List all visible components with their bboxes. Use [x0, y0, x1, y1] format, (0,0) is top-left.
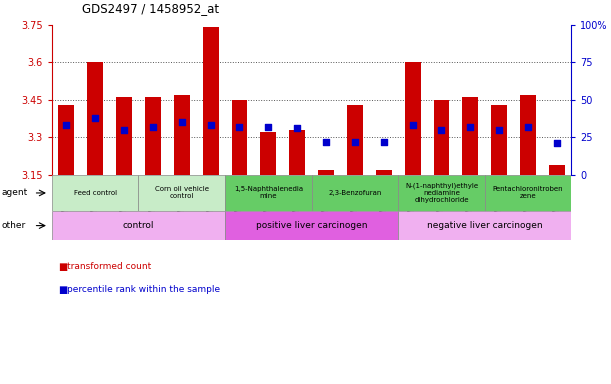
Bar — [59, 105, 75, 175]
Bar — [347, 105, 363, 175]
Point — [437, 127, 447, 133]
Bar — [87, 62, 103, 175]
Bar — [52, 175, 139, 211]
Bar — [203, 27, 219, 175]
Bar — [139, 175, 225, 211]
Point — [206, 122, 216, 128]
Text: other: other — [1, 221, 26, 230]
Bar — [174, 95, 189, 175]
Text: control: control — [123, 221, 154, 230]
Bar — [318, 170, 334, 175]
Point — [466, 124, 475, 130]
Bar — [289, 130, 305, 175]
Text: Pentachloronitroben
zene: Pentachloronitroben zene — [492, 187, 563, 199]
Bar — [491, 105, 507, 175]
Point — [350, 139, 360, 145]
Point — [379, 139, 389, 145]
Bar — [312, 175, 398, 211]
Text: GDS2497 / 1458952_at: GDS2497 / 1458952_at — [82, 2, 219, 15]
Bar — [549, 165, 565, 175]
Bar — [260, 132, 276, 175]
Bar — [116, 97, 132, 175]
Text: transformed count: transformed count — [67, 262, 152, 271]
Text: 1,5-Naphthalenedia
mine: 1,5-Naphthalenedia mine — [234, 187, 303, 199]
Text: 2,3-Benzofuran: 2,3-Benzofuran — [328, 190, 382, 196]
Point — [552, 140, 562, 146]
Bar — [232, 100, 247, 175]
Bar — [404, 62, 420, 175]
Point — [62, 122, 71, 128]
Point — [119, 127, 129, 133]
Bar — [398, 175, 485, 211]
Bar — [376, 170, 392, 175]
Point — [494, 127, 504, 133]
Bar — [225, 211, 398, 240]
Point — [177, 119, 187, 125]
Text: Corn oil vehicle
control: Corn oil vehicle control — [155, 187, 209, 199]
Text: ■: ■ — [58, 285, 67, 295]
Text: Feed control: Feed control — [74, 190, 117, 196]
Bar — [434, 100, 449, 175]
Bar — [485, 175, 571, 211]
Text: agent: agent — [1, 189, 27, 197]
Point — [90, 115, 100, 121]
Text: negative liver carcinogen: negative liver carcinogen — [427, 221, 543, 230]
Text: percentile rank within the sample: percentile rank within the sample — [67, 285, 221, 295]
Bar — [398, 211, 571, 240]
Point — [235, 124, 244, 130]
Bar — [520, 95, 536, 175]
Text: ■: ■ — [58, 262, 67, 272]
Point — [292, 125, 302, 131]
Point — [148, 124, 158, 130]
Point — [408, 122, 417, 128]
Text: positive liver carcinogen: positive liver carcinogen — [256, 221, 367, 230]
Text: N-(1-naphthyl)ethyle
nediamine
dihydrochloride: N-(1-naphthyl)ethyle nediamine dihydroch… — [405, 183, 478, 203]
Point — [321, 139, 331, 145]
Point — [263, 124, 273, 130]
Bar — [463, 97, 478, 175]
Bar — [52, 211, 225, 240]
Bar — [225, 175, 312, 211]
Bar — [145, 97, 161, 175]
Point — [523, 124, 533, 130]
